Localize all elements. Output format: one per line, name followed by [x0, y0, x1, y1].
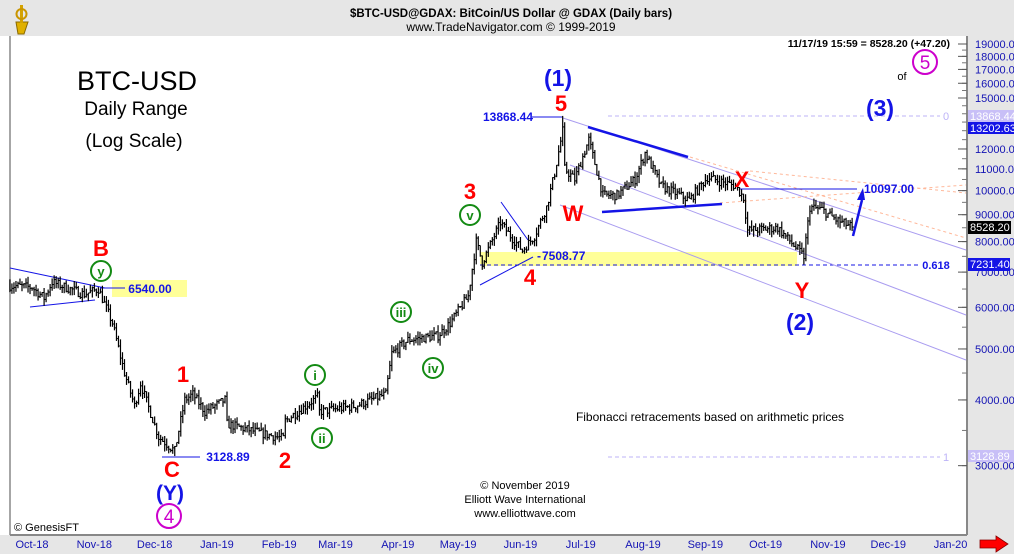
b-high-label: 6540.00	[128, 282, 172, 296]
badge-fib618: 7231.40	[970, 259, 1010, 271]
chart-subtitle-range: Daily Range	[84, 99, 188, 120]
y-tick-label: 8000.00	[975, 237, 1014, 249]
x-tick-label: Jan-19	[200, 539, 234, 551]
trend-lines	[9, 116, 857, 458]
footer-copyright: © November 2019	[480, 480, 569, 492]
y-tick-label: 9000.00	[975, 210, 1014, 222]
wave-X: X	[735, 167, 750, 192]
wave-2: 2	[279, 448, 291, 473]
axis-badges: 13868.44 13202.63 8528.20 7231.40 3128.8…	[968, 110, 1014, 463]
wave-5-circle: 5	[920, 53, 931, 74]
wave-Y-paren: (Y)	[156, 482, 184, 505]
wave-2-paren: (2)	[786, 309, 814, 335]
badge-last-price: 8528.20	[970, 222, 1010, 234]
x-tick-label: Dec-18	[137, 539, 172, 551]
y-tick-label: 11000.00	[975, 164, 1014, 176]
y-tick-label: 19000.00	[975, 39, 1014, 51]
header-band	[0, 0, 1014, 36]
x-tick-label: Apr-19	[381, 539, 414, 551]
x-tick-label: May-19	[440, 539, 477, 551]
x-tick-label: Jun-19	[504, 539, 538, 551]
wave-y: y	[97, 264, 105, 279]
chart-title: BTC-USD	[77, 66, 197, 96]
fibonacci-lines	[480, 115, 940, 458]
wave-4: 4	[524, 265, 537, 290]
fibonacci-note: Fibonacci retracements based on arithmet…	[576, 410, 844, 424]
footer-org: Elliott Wave International	[464, 494, 585, 506]
x-level-label: 10097.00	[864, 182, 914, 196]
x-tick-label: Aug-19	[625, 539, 660, 551]
chart-subtitle-scale: (Log Scale)	[85, 131, 182, 152]
x-tick-label: Nov-19	[810, 539, 845, 551]
y-tick-label: 6000.00	[975, 302, 1014, 314]
x-tick-label: Mar-19	[318, 539, 353, 551]
wave-Y: Y	[795, 278, 810, 303]
x-tick-label: Feb-19	[262, 539, 297, 551]
x-tick-label: Sep-19	[688, 539, 723, 551]
fib-618-label: 0.618	[922, 260, 950, 272]
wave-3: 3	[464, 179, 476, 204]
projection-lines	[689, 156, 967, 239]
y-tick-label: 15000.00	[975, 93, 1014, 105]
wave-ii: ii	[318, 431, 325, 446]
chart-header-title: $BTC-USD@GDAX: BitCoin/US Dollar @ GDAX …	[350, 8, 672, 20]
wave4-level-highlight	[480, 252, 797, 266]
x-tick-label: Oct-18	[15, 539, 48, 551]
scroll-right-button[interactable]	[979, 535, 1009, 553]
y-tick-label: 10000.00	[975, 186, 1014, 198]
wave-i: i	[313, 368, 317, 383]
date-axis-band	[0, 535, 1014, 554]
wave-5: 5	[555, 91, 567, 116]
wave-4-circle: 4	[164, 507, 175, 528]
y-tick-label: 18000.00	[975, 51, 1014, 63]
wave-iii: iii	[396, 305, 407, 320]
wave-of: of	[897, 71, 907, 83]
genesis-credit: © GenesisFT	[14, 522, 79, 534]
up-arrow-icon	[851, 188, 865, 237]
b-level-highlight	[112, 280, 187, 297]
wave-1: 1	[177, 362, 189, 387]
top-label: 13868.44	[483, 110, 533, 124]
badge-upper-channel: 13202.63	[970, 123, 1014, 135]
x-tick-label: Oct-19	[749, 539, 782, 551]
channel-lines	[559, 117, 967, 361]
chart-header-subtitle: www.TradeNavigator.com © 1999-2019	[405, 20, 615, 34]
wave-3-paren: (3)	[866, 95, 894, 121]
y-tick-label: 17000.00	[975, 64, 1014, 76]
wave-W: W	[563, 201, 584, 226]
svg-text:-: -	[537, 249, 541, 263]
footer-url: www.elliottwave.com	[473, 508, 575, 520]
y-tick-label: 5000.00	[975, 344, 1014, 356]
date-axis: Oct-18 Nov-18 Dec-18 Jan-19 Feb-19 Mar-19 Apr-…	[15, 539, 967, 551]
fib-0-label: 0	[943, 111, 949, 123]
y-tick-label: 16000.00	[975, 78, 1014, 90]
trade-navigator-logo	[15, 5, 29, 35]
badge-fib0: 13868.44	[970, 111, 1014, 123]
wave-labels: B y 1 C (Y) 4 2 i ii iii iv v 3 4 5 (1) …	[90, 49, 938, 529]
wave-C: C	[164, 457, 180, 482]
wave-B: B	[93, 236, 109, 261]
x-tick-label: Nov-18	[77, 539, 112, 551]
y-tick-label: 3000.00	[975, 461, 1014, 473]
y-tick-label: 4000.00	[975, 395, 1014, 407]
x-tick-label: Dec-19	[871, 539, 906, 551]
badge-fib1: 3128.89	[970, 451, 1010, 463]
wave-iv: iv	[428, 361, 440, 376]
last-quote: 11/17/19 15:59 = 8528.20 (+47.20)	[788, 38, 950, 50]
x-tick-label: Jul-19	[566, 539, 596, 551]
wave-1-paren: (1)	[544, 65, 572, 91]
fib-1-label: 1	[943, 452, 949, 464]
price-axis: 19000.0018000.0017000.00 16000.00 15000.00…	[958, 39, 1014, 473]
y-tick-label: 12000.00	[975, 144, 1014, 156]
c-low-label: 3128.89	[206, 450, 250, 464]
price-bars	[9, 115, 855, 457]
x-tick-label: Jan-20	[934, 539, 968, 551]
wave4-low-label: 7508.77	[542, 249, 586, 263]
wave-v: v	[466, 208, 474, 223]
